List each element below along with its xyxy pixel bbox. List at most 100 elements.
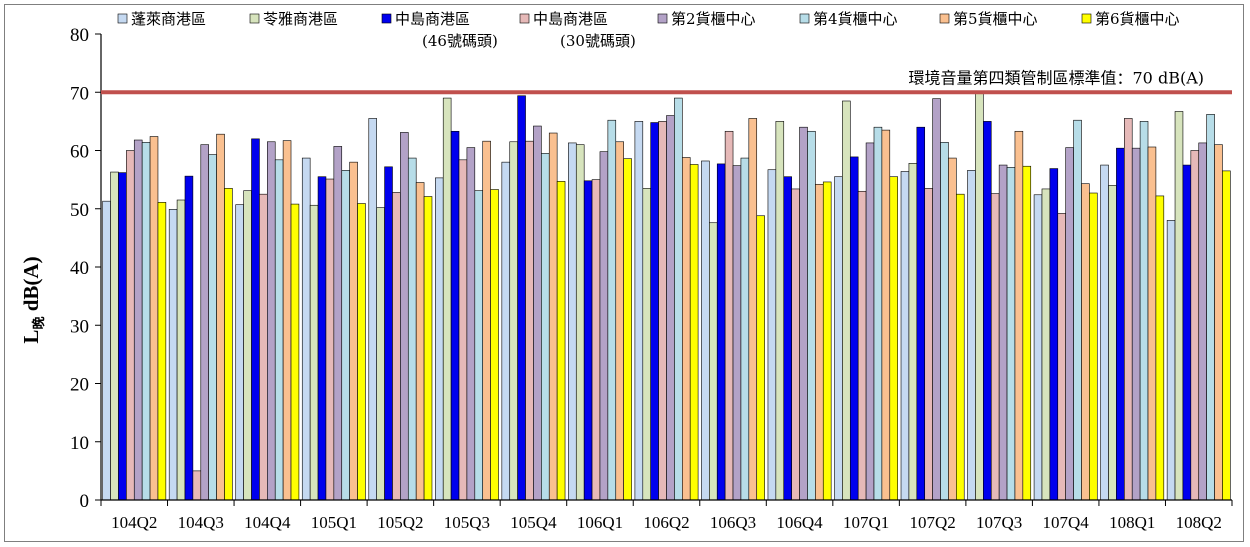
legend-swatch <box>799 13 810 24</box>
bar <box>1049 168 1059 501</box>
bar <box>1198 142 1207 501</box>
bar <box>259 193 268 501</box>
legend-label: 蓬萊商港區 <box>131 10 206 28</box>
bar <box>1108 185 1117 501</box>
bar <box>908 163 918 501</box>
bar <box>376 207 385 501</box>
bar <box>1041 188 1051 501</box>
bar <box>658 121 667 501</box>
bar <box>482 140 491 501</box>
y-tick-label: 0 <box>80 491 90 512</box>
bar <box>967 170 976 501</box>
bar <box>1182 164 1192 501</box>
bar <box>517 95 526 501</box>
bar <box>200 144 209 501</box>
bar <box>815 183 824 501</box>
bar <box>208 154 217 501</box>
bar <box>1006 167 1016 501</box>
bar <box>1206 114 1215 501</box>
x-tick-label: 107Q1 <box>843 513 889 532</box>
legend-swatch <box>939 13 950 24</box>
x-tick-label: 105Q1 <box>311 513 357 532</box>
bar <box>548 132 558 501</box>
bar <box>407 157 417 501</box>
bar <box>184 175 194 501</box>
bar <box>924 188 933 501</box>
bar <box>756 215 765 501</box>
bar <box>716 163 726 501</box>
x-tick-label: 105Q4 <box>510 513 557 532</box>
bar <box>466 147 476 501</box>
x-tick-label: 104Q2 <box>111 513 157 532</box>
y-tick-label: 30 <box>70 316 89 337</box>
bar <box>791 188 800 501</box>
bar <box>525 140 534 501</box>
bar <box>423 196 433 501</box>
bar <box>865 142 875 501</box>
bar <box>849 156 859 501</box>
bar <box>1033 194 1043 501</box>
bar <box>118 172 127 501</box>
bar <box>243 190 252 501</box>
bar <box>110 171 119 501</box>
legend-label-line2: (46號碼頭) <box>422 32 498 50</box>
bar-series <box>102 90 1231 501</box>
x-tick-label: 104Q4 <box>244 513 291 532</box>
bar <box>740 157 750 501</box>
bar <box>349 161 358 501</box>
bar <box>442 97 452 501</box>
bar <box>474 190 484 501</box>
bar <box>881 129 891 501</box>
bar <box>689 164 699 501</box>
legend-label: 中島商港區 <box>533 10 608 28</box>
bar <box>615 141 624 501</box>
bar <box>301 157 311 501</box>
legend-swatch <box>117 13 128 24</box>
bar <box>681 157 691 501</box>
bar <box>133 139 143 501</box>
bar <box>807 130 816 501</box>
bar <box>732 165 742 501</box>
bar <box>325 178 335 501</box>
bar <box>701 160 710 501</box>
reference-line-group: 環境音量第四類管制區標準值：70 dB(A) <box>101 68 1232 95</box>
bar <box>799 126 808 501</box>
bar <box>857 190 867 501</box>
bar <box>709 222 718 501</box>
bar <box>599 151 609 501</box>
y-tick-label: 40 <box>70 258 89 279</box>
y-tick-label: 20 <box>70 375 89 396</box>
bar <box>290 203 300 501</box>
legend-label-line2: (30號碼頭) <box>560 32 636 50</box>
bar <box>1065 147 1074 501</box>
bar <box>1155 195 1165 501</box>
bar <box>591 179 601 501</box>
bar <box>251 138 260 501</box>
bar <box>509 141 518 501</box>
x-tick-label: 105Q2 <box>377 513 423 532</box>
bar <box>783 176 792 501</box>
bar <box>141 142 151 501</box>
bar <box>533 125 542 501</box>
bar <box>168 209 178 501</box>
legend-label: 苓雅商港區 <box>263 10 338 28</box>
bar <box>1022 165 1032 501</box>
bar <box>583 180 593 501</box>
legend-label: 第4貨櫃中心 <box>813 10 898 28</box>
bar <box>435 177 444 501</box>
bar <box>834 176 843 501</box>
bar <box>623 158 632 501</box>
bar <box>1124 118 1133 501</box>
bar <box>176 199 186 501</box>
bar <box>775 121 785 501</box>
y-tick-label: 10 <box>70 433 89 454</box>
legend-swatch <box>381 13 392 24</box>
bar <box>333 146 343 501</box>
legend-label: 第2貨櫃中心 <box>671 10 756 28</box>
x-tick-label: 106Q4 <box>776 513 823 532</box>
bar <box>634 121 644 501</box>
x-tick-label: 107Q2 <box>909 513 955 532</box>
bar <box>450 130 460 501</box>
bar <box>400 132 409 501</box>
